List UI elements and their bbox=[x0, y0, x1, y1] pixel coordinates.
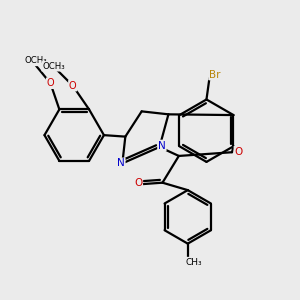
Text: N: N bbox=[117, 158, 125, 168]
Text: Br: Br bbox=[209, 70, 220, 80]
Text: O: O bbox=[69, 81, 76, 91]
Text: N: N bbox=[158, 140, 166, 151]
Text: CH₃: CH₃ bbox=[186, 258, 202, 267]
Text: O: O bbox=[134, 178, 142, 188]
Text: OCH₃: OCH₃ bbox=[24, 56, 47, 65]
Text: O: O bbox=[46, 78, 54, 88]
Text: O: O bbox=[234, 147, 243, 157]
Text: OCH₃: OCH₃ bbox=[42, 62, 65, 71]
